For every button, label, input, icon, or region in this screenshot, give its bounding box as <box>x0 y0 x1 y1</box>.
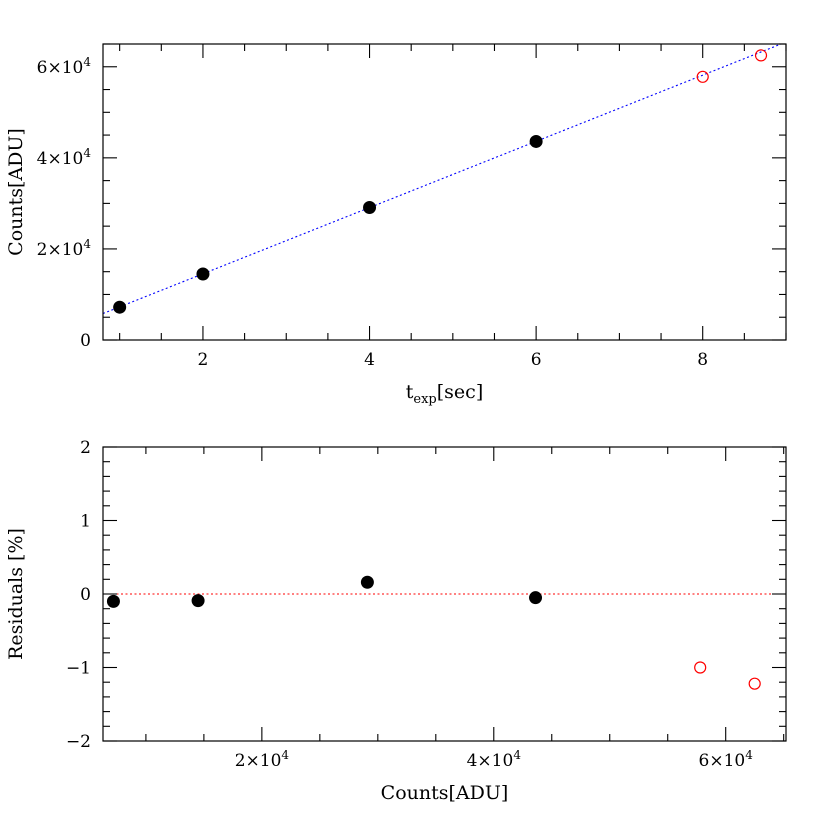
x-tick-label: 2 <box>198 350 209 370</box>
y-tick-label: 4×104 <box>37 146 92 169</box>
plot-panel-2: 2×104 4×104 6×104 −2 −1 0 1 2 Counts[ADU] Residua… <box>5 438 787 804</box>
data-point-open <box>696 70 709 83</box>
y-tick-label: 6×104 <box>37 55 92 78</box>
fit-line <box>103 44 783 315</box>
data-point-filled <box>529 134 543 148</box>
data-point-filled <box>196 267 210 281</box>
x-tick-label: 6×104 <box>699 748 754 771</box>
x-tick-label: 2×104 <box>235 748 290 771</box>
data-point-filled <box>113 300 127 314</box>
data-point-filled <box>360 575 374 589</box>
data-point-filled <box>363 200 377 214</box>
data-point-open <box>748 677 761 690</box>
y-tick-label: 2 <box>80 438 91 458</box>
y-tick-label: 0 <box>80 331 91 351</box>
y-axis-label: Residuals [%] <box>5 528 27 660</box>
y-tick-label: −1 <box>66 659 91 679</box>
y-axis-label: Counts[ADU] <box>5 128 27 256</box>
data-point-open <box>754 49 768 62</box>
plot-panel-1: 2 4 6 8 0 2×104 4×104 6×104 texp[sec] Counts[ADU] <box>5 43 787 407</box>
x-tick-label: 4×104 <box>467 748 522 771</box>
x-axis-label: texp[sec] <box>406 381 483 407</box>
y-tick-label: −2 <box>66 732 91 752</box>
data-point-filled <box>529 591 543 605</box>
x-axis-label: Counts[ADU] <box>381 782 509 804</box>
y-tick-label: 1 <box>80 512 91 532</box>
plot-frame <box>102 43 787 341</box>
data-point-filled <box>106 594 120 608</box>
data-point-open <box>694 661 707 674</box>
data-point-filled <box>191 594 205 608</box>
y-tick-label: 2×104 <box>37 237 92 260</box>
x-tick-label: 4 <box>364 350 375 370</box>
x-tick-label: 8 <box>697 350 708 370</box>
y-tick-label: 0 <box>80 585 91 605</box>
x-tick-label: 6 <box>531 350 542 370</box>
